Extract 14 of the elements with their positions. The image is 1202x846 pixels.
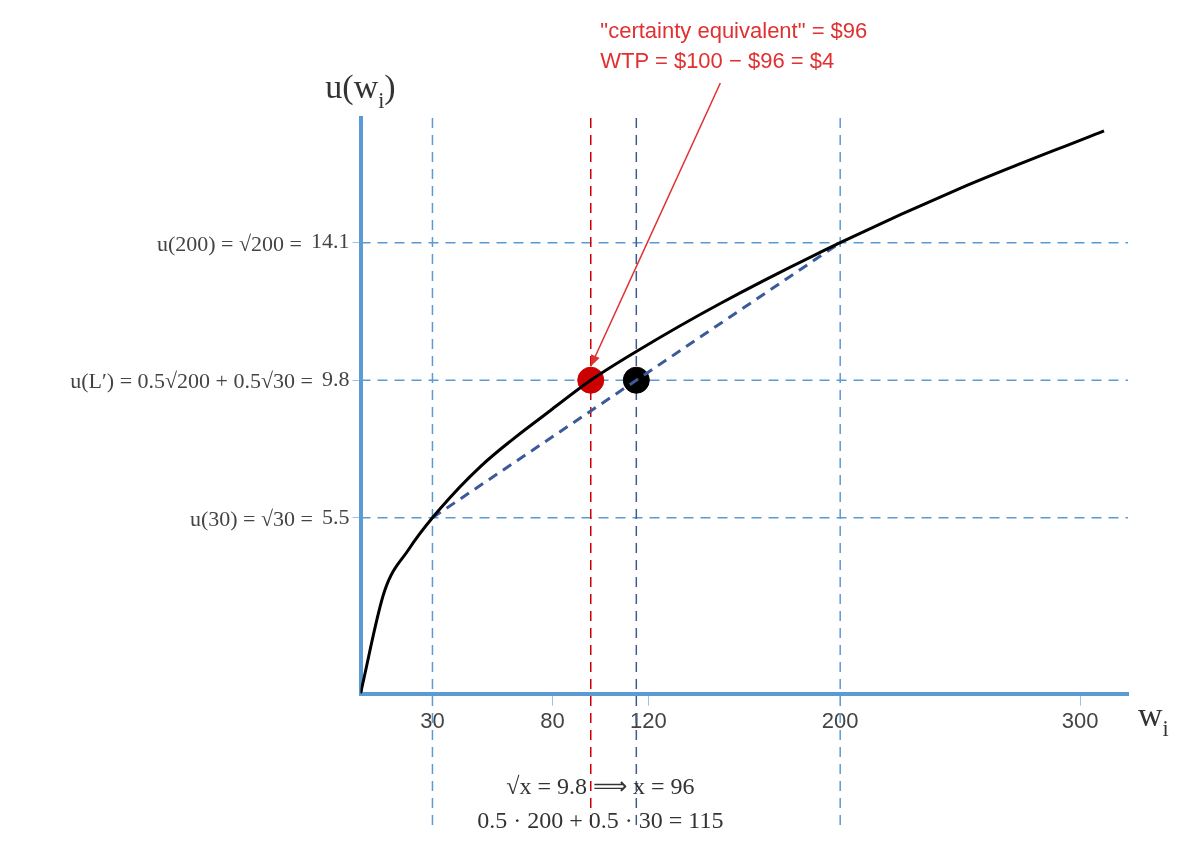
text: u(30) = √30 = [189,505,314,531]
text: √x = 9.8 ⟹ x = 96 [506,772,695,799]
line-series [360,129,1106,694]
x-tick-label: 30 [420,707,445,733]
x-tick-label: 300 [1061,707,1099,733]
x-tick-label: 80 [540,707,565,733]
x-tick-label: 200 [821,707,859,733]
y-tick-label: 5.5 [322,503,350,529]
text: "certainty equivalent" = $96 WTP = $100 − $96 = $4 [600,18,868,73]
y-tick-label: 14.1 [311,228,350,254]
text: u(200) = √200 = [156,230,303,256]
text: u(L′) = 0.5√200 + 0.5√30 = [70,368,314,394]
text: 0.5 · 200 + 0.5 · 30 = 115 [477,806,724,833]
y-tick-label: 9.8 [322,366,350,391]
